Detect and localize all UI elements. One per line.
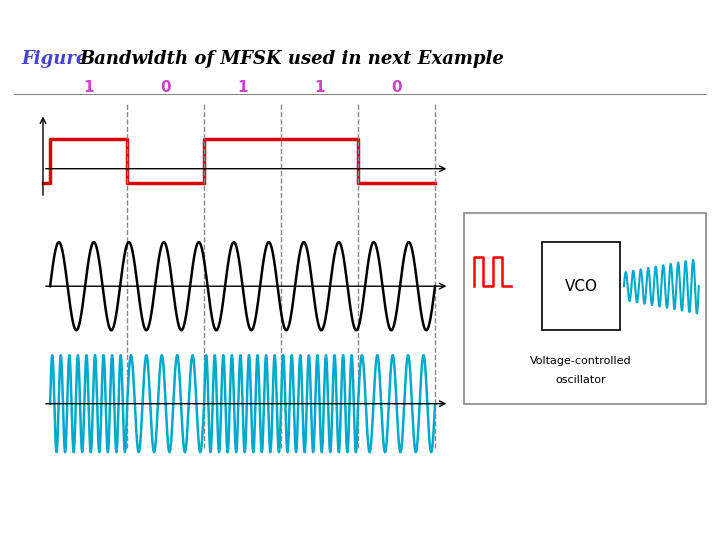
Text: oscillator: oscillator [556, 375, 606, 385]
Text: 0: 0 [391, 80, 402, 96]
Bar [542, 242, 621, 330]
Bar [464, 213, 706, 404]
Text: Figure: Figure [22, 50, 88, 68]
Text: Bandwidth of MFSK used in next Example: Bandwidth of MFSK used in next Example [79, 50, 504, 68]
Text: VCO: VCO [564, 279, 598, 294]
Text: 1: 1 [238, 80, 248, 96]
Text: 1: 1 [315, 80, 325, 96]
Text: Voltage-controlled: Voltage-controlled [531, 356, 632, 367]
Text: 0: 0 [161, 80, 171, 96]
Text: 1: 1 [84, 80, 94, 96]
